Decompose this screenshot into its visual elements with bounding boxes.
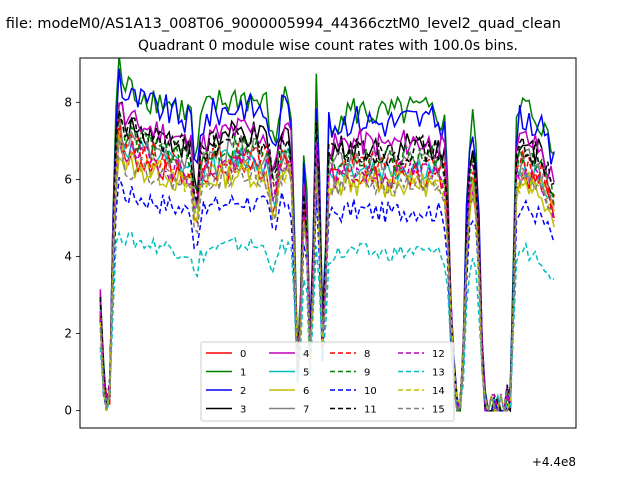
legend-label-7: 7 <box>303 405 309 416</box>
legend-label-10: 10 <box>364 386 377 397</box>
legend-label-4: 4 <box>303 349 309 360</box>
legend-label-0: 0 <box>240 349 246 360</box>
legend-label-5: 5 <box>303 368 309 379</box>
legend-label-1: 1 <box>240 368 246 379</box>
legend-label-8: 8 <box>364 349 370 360</box>
chart-title: Quadrant 0 module wise count rates with … <box>138 38 518 54</box>
series-layer <box>99 58 555 414</box>
x-axis-offset-label: +4.4e8 <box>532 455 576 469</box>
legend-label-9: 9 <box>364 368 370 379</box>
y-tick-label: 8 <box>64 95 72 109</box>
y-tick-label: 6 <box>64 172 72 186</box>
y-tick-label: 2 <box>64 327 72 341</box>
legend-label-3: 3 <box>240 405 246 416</box>
y-tick-label: 0 <box>64 404 72 418</box>
legend-label-15: 15 <box>432 405 445 416</box>
legend-label-11: 11 <box>364 405 377 416</box>
legend-label-2: 2 <box>240 386 246 397</box>
series-line-13 <box>99 230 555 414</box>
legend-frame <box>200 341 455 422</box>
y-axis: 0 2 4 6 8 <box>64 95 80 418</box>
series-line-15 <box>99 138 555 414</box>
series-line-2 <box>99 68 555 412</box>
legend-label-14: 14 <box>432 386 445 397</box>
legend-label-13: 13 <box>432 368 445 379</box>
series-line-11 <box>99 110 555 412</box>
y-tick-label: 4 <box>64 249 72 263</box>
plot-area-frame <box>79 57 577 429</box>
legend-label-6: 6 <box>303 386 309 397</box>
legend-label-12: 12 <box>432 349 445 360</box>
figure-suptitle: n file: modeM0/AS1A13_008T06_9000005994_… <box>0 16 561 32</box>
